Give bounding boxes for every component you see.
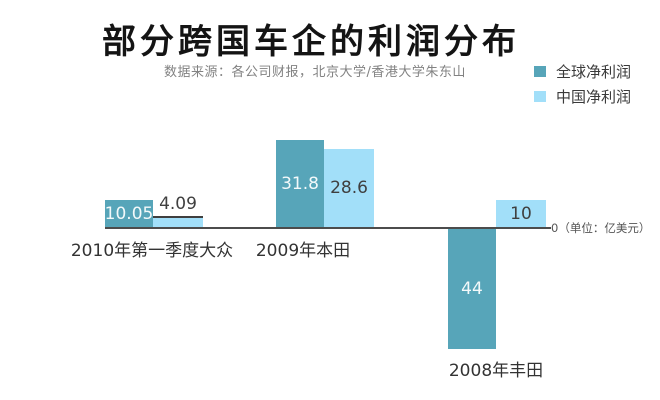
bar-global — [276, 140, 324, 227]
legend-swatch-global-icon — [534, 65, 546, 77]
bar-china — [324, 149, 374, 227]
bar-value-label: 44 — [461, 279, 483, 299]
bar-value-label: 10.05 — [104, 203, 154, 224]
bar-value-label: 28.6 — [330, 178, 368, 198]
legend-label-china: 中国净利润 — [556, 87, 632, 106]
bar-value-label: 31.8 — [281, 173, 319, 194]
chart-title: 部分跨国车企的利润分布 — [102, 22, 520, 62]
zero-axis-line — [105, 227, 551, 229]
bar-global — [105, 200, 153, 227]
legend: 全球净利润 中国净利润 — [534, 61, 631, 111]
bar-china — [496, 200, 546, 227]
bar-value-label: 4.09 — [159, 194, 197, 214]
legend-swatch-china-icon — [534, 90, 546, 102]
brand-logo: 今日 话题 — [0, 340, 170, 400]
legend-item-global: 全球净利润 — [534, 61, 631, 81]
chart-source: 数据来源：各公司财报，北京大学/香港大学朱东山 — [164, 65, 466, 80]
legend-label-global: 全球净利润 — [556, 62, 632, 81]
legend-item-china: 中国净利润 — [534, 86, 631, 106]
bar-global — [448, 229, 496, 349]
bar-value-label: 10 — [510, 203, 532, 224]
category-label: 2008年丰田 — [448, 361, 544, 381]
category-label: 2009年本田 — [255, 241, 351, 261]
axis-unit-label: 0（单位：亿美元） — [551, 221, 651, 235]
category-label: 2010年第一季度大众 — [70, 241, 234, 261]
bar-china — [153, 216, 203, 227]
